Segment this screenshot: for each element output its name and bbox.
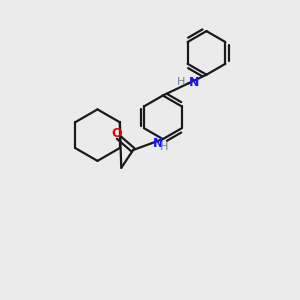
Text: N: N <box>189 76 200 89</box>
Text: H: H <box>177 77 185 88</box>
Text: O: O <box>111 127 122 140</box>
Text: N: N <box>153 137 163 150</box>
Text: H: H <box>160 142 168 152</box>
